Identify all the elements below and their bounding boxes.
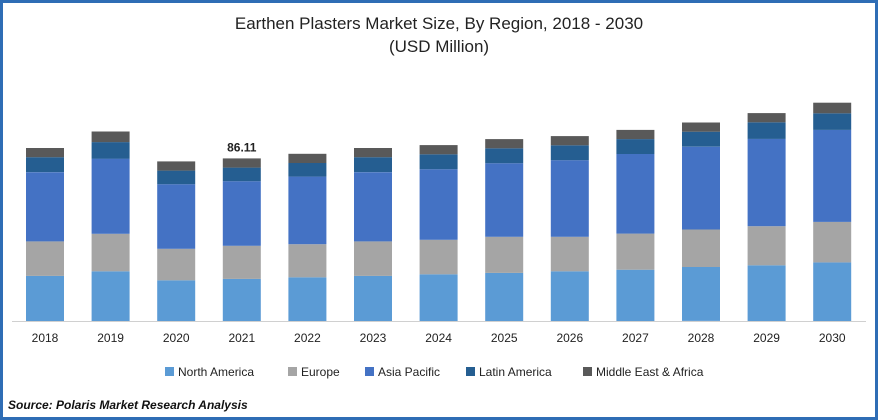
- legend-swatch: [466, 367, 475, 376]
- legend-label: Middle East & Africa: [596, 365, 704, 379]
- bar-segment-2018-asia-pacific: [26, 172, 64, 242]
- bar-segment-2025-north-america: [485, 272, 524, 321]
- x-tick-label: 2030: [819, 331, 846, 345]
- bar-segment-2027-middle-east-africa: [616, 129, 655, 140]
- x-tick-label: 2018: [32, 331, 59, 345]
- bar-segment-2022-latin-america: [288, 163, 327, 177]
- x-tick-label: 2023: [360, 331, 387, 345]
- bar-segment-2024-asia-pacific: [419, 169, 458, 240]
- bar-segment-2027-latin-america: [616, 139, 655, 154]
- bar-segment-2030-middle-east-africa: [813, 102, 852, 114]
- x-tick-label: 2022: [294, 331, 321, 345]
- bar-segment-2019-europe: [91, 233, 130, 272]
- bar-segment-2026-north-america: [550, 271, 589, 321]
- bar-segment-2029-europe: [747, 226, 786, 266]
- bar-segment-2029-latin-america: [747, 122, 786, 139]
- source-note: Source: Polaris Market Research Analysis: [8, 398, 248, 412]
- bar-segment-2023-asia-pacific: [354, 172, 392, 242]
- bar-segment-2029-north-america: [747, 265, 786, 321]
- bar-segment-2018-latin-america: [26, 157, 64, 173]
- bar-segment-2026-latin-america: [550, 145, 589, 161]
- bar-segment-2021-europe: [222, 245, 261, 279]
- bar-segment-2018-europe: [26, 241, 64, 276]
- bar-segment-2021-asia-pacific: [222, 181, 261, 246]
- x-tick-label: 2028: [688, 331, 715, 345]
- bar-segment-2023-north-america: [354, 275, 392, 321]
- bar-segment-2029-middle-east-africa: [747, 113, 786, 123]
- x-tick-label: 2021: [228, 331, 255, 345]
- data-label: 86.11: [227, 140, 257, 154]
- bar-segment-2018-middle-east-africa: [26, 148, 64, 158]
- bar-segment-2025-asia-pacific: [485, 163, 524, 237]
- bar-segment-2027-asia-pacific: [616, 154, 655, 234]
- legend-label: North America: [178, 365, 254, 379]
- bar-segment-2024-europe: [419, 239, 458, 275]
- bar-segment-2030-europe: [813, 221, 852, 263]
- x-tick-label: 2029: [753, 331, 780, 345]
- bar-segment-2028-middle-east-africa: [682, 122, 720, 132]
- bar-segment-2022-north-america: [288, 277, 327, 321]
- legend-swatch: [583, 367, 592, 376]
- bar-segment-2024-latin-america: [419, 154, 458, 170]
- bar-segment-2024-middle-east-africa: [419, 145, 458, 155]
- legend-swatch: [365, 367, 374, 376]
- bar-segment-2021-middle-east-africa: [222, 158, 261, 168]
- bar-segment-2020-europe: [157, 248, 196, 281]
- legend-swatch: [165, 367, 174, 376]
- bar-segment-2027-europe: [616, 233, 655, 270]
- legend-label: Latin America: [479, 365, 552, 379]
- x-tick-label: 2025: [491, 331, 518, 345]
- bar-segment-2028-europe: [682, 229, 720, 267]
- bar-segment-2028-asia-pacific: [682, 146, 720, 230]
- bar-segment-2023-latin-america: [354, 157, 392, 173]
- bar-segment-2021-latin-america: [222, 167, 261, 182]
- bar-segment-2019-latin-america: [91, 142, 130, 159]
- bar-segment-2026-europe: [550, 236, 589, 272]
- bar-segment-2030-asia-pacific: [813, 129, 852, 222]
- bar-segment-2022-asia-pacific: [288, 176, 327, 245]
- legend-label: Asia Pacific: [378, 365, 440, 379]
- bar-segment-2022-middle-east-africa: [288, 153, 327, 163]
- bar-segment-2018-north-america: [26, 275, 64, 321]
- bar-segment-2020-latin-america: [157, 170, 196, 185]
- bar-segment-2028-north-america: [682, 266, 720, 321]
- bar-segment-2019-middle-east-africa: [91, 131, 130, 143]
- bar-segment-2021-north-america: [222, 278, 261, 321]
- bar-segment-2026-middle-east-africa: [550, 136, 589, 146]
- bar-segment-2020-middle-east-africa: [157, 161, 196, 171]
- bar-segment-2026-asia-pacific: [550, 160, 589, 237]
- bar-segment-2020-asia-pacific: [157, 184, 196, 249]
- x-tick-label: 2019: [97, 331, 124, 345]
- bar-segment-2025-europe: [485, 236, 524, 273]
- bar-segment-2025-middle-east-africa: [485, 139, 524, 149]
- chart-title: Earthen Plasters Market Size, By Region,…: [234, 14, 644, 33]
- chart-subtitle: (USD Million): [388, 37, 490, 56]
- x-tick-label: 2020: [163, 331, 190, 345]
- x-tick-label: 2026: [556, 331, 583, 345]
- x-tick-label: 2024: [425, 331, 452, 345]
- bar-segment-2028-latin-america: [682, 131, 720, 147]
- bar-segment-2019-north-america: [91, 271, 130, 321]
- bar-segment-2027-north-america: [616, 269, 655, 321]
- bar-segment-2019-asia-pacific: [91, 158, 130, 234]
- bar-segment-2030-latin-america: [813, 113, 852, 130]
- bar-segment-2020-north-america: [157, 280, 196, 321]
- chart-title-block: Earthen Plasters Market Size, By Region,…: [3, 12, 875, 58]
- bar-segment-2023-middle-east-africa: [354, 148, 392, 158]
- bar-segment-2023-europe: [354, 241, 392, 276]
- bar-segment-2022-europe: [288, 244, 327, 278]
- bar-segment-2030-north-america: [813, 262, 852, 321]
- bar-segment-2024-north-america: [419, 274, 458, 321]
- x-tick-label: 2027: [622, 331, 649, 345]
- bar-segment-2025-latin-america: [485, 148, 524, 164]
- legend-label: Europe: [301, 365, 340, 379]
- bar-segment-2029-asia-pacific: [747, 138, 786, 227]
- legend-swatch: [288, 367, 297, 376]
